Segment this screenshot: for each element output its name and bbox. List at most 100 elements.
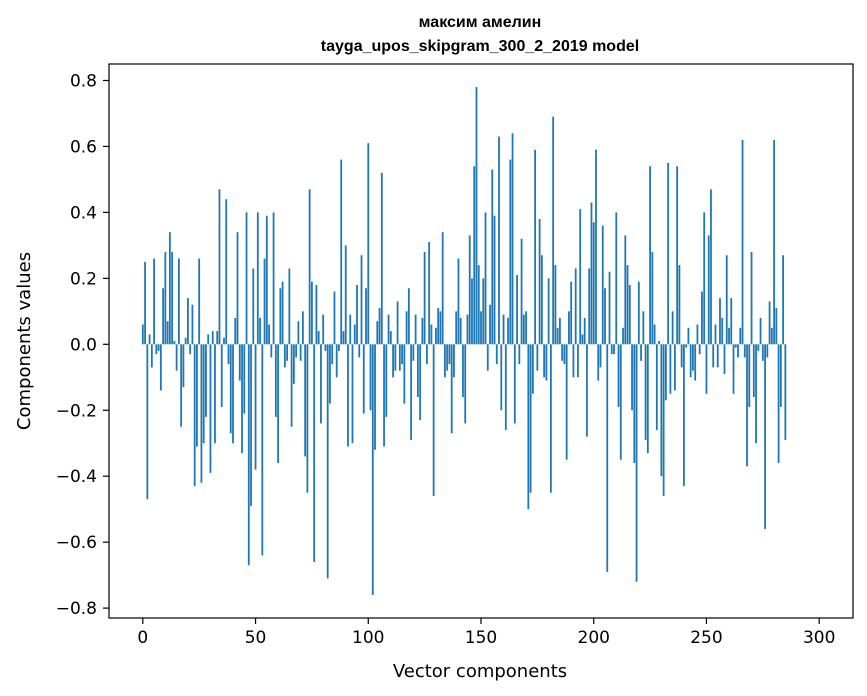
bar	[308, 189, 311, 345]
bar	[599, 344, 602, 368]
bar	[335, 344, 338, 378]
bar	[392, 344, 394, 378]
bar	[218, 189, 221, 345]
bar	[489, 304, 491, 345]
bar	[667, 162, 670, 345]
bar	[635, 344, 638, 582]
bar	[579, 209, 582, 345]
bar	[416, 344, 419, 398]
bar	[457, 258, 460, 345]
bar	[157, 344, 160, 351]
bar	[223, 337, 225, 345]
bar	[741, 139, 744, 345]
bar	[425, 344, 428, 365]
bar	[703, 212, 706, 345]
x-tick-label: 100	[352, 628, 384, 648]
bar	[448, 344, 451, 365]
bar	[480, 311, 482, 345]
x-tick-label: 250	[690, 628, 722, 648]
bar	[669, 344, 672, 394]
bar	[189, 344, 192, 355]
chart-subtitle: tayga_upos_skipgram_300_2_2019 model	[321, 38, 639, 55]
bar	[624, 235, 627, 345]
bar	[664, 344, 667, 401]
bar	[268, 324, 270, 345]
bar	[574, 268, 577, 345]
bar	[365, 288, 367, 345]
bar	[227, 344, 230, 365]
bar	[642, 311, 645, 345]
bar	[493, 215, 496, 345]
bar	[644, 344, 647, 440]
bar	[502, 314, 505, 345]
bar	[466, 314, 469, 345]
bar	[444, 344, 446, 378]
chart-title: максим амелин	[419, 14, 542, 31]
bar	[304, 344, 307, 457]
bar	[608, 271, 611, 345]
bar	[721, 317, 724, 345]
bar	[254, 344, 257, 470]
bar	[320, 344, 322, 424]
bar	[326, 344, 329, 579]
bar	[615, 212, 618, 345]
bar	[150, 344, 153, 368]
bar	[491, 169, 494, 345]
bar	[220, 344, 223, 407]
bar	[739, 327, 742, 345]
bar	[725, 255, 728, 345]
bar	[716, 344, 719, 368]
bar	[290, 344, 293, 427]
bar	[633, 344, 636, 464]
y-tick-label: −0.4	[56, 467, 97, 487]
bar	[331, 344, 334, 365]
bar	[279, 288, 282, 345]
x-axis-label: Vector components	[393, 661, 567, 682]
bar	[394, 344, 397, 371]
bar	[225, 199, 228, 345]
bar	[353, 324, 356, 345]
bar	[162, 288, 165, 345]
bar	[435, 327, 437, 345]
bar	[252, 268, 255, 345]
bar	[543, 344, 546, 378]
bar	[676, 166, 679, 345]
bar	[766, 344, 769, 358]
bar	[701, 291, 703, 345]
bar	[779, 344, 782, 407]
bar	[658, 341, 661, 345]
bar	[651, 251, 654, 345]
bar	[710, 189, 712, 345]
bar	[398, 344, 401, 371]
bar	[646, 344, 649, 454]
bar	[712, 344, 715, 368]
bar	[764, 344, 766, 529]
bar	[595, 149, 597, 345]
bar	[232, 344, 234, 444]
bar	[297, 321, 300, 345]
x-tick-label: 300	[803, 628, 835, 648]
bar	[590, 202, 593, 345]
bar	[175, 344, 178, 371]
x-tick-label: 200	[578, 628, 610, 648]
bar	[313, 344, 316, 562]
y-tick-label: 0.6	[70, 137, 97, 157]
bar	[322, 314, 325, 345]
bar	[329, 344, 331, 404]
bar	[286, 344, 289, 361]
bar	[768, 301, 771, 345]
bar	[184, 337, 187, 345]
bar	[719, 298, 721, 345]
bar	[155, 344, 158, 355]
bar	[403, 344, 406, 404]
x-axis-ticks: 0 50 100 150 200 250 300	[137, 618, 835, 648]
bar	[619, 344, 622, 460]
bar	[757, 344, 760, 351]
plot-frame	[108, 63, 854, 619]
bar	[685, 344, 688, 348]
bar	[405, 311, 408, 345]
bar	[743, 344, 746, 358]
bar	[782, 255, 785, 345]
bar	[362, 344, 365, 414]
